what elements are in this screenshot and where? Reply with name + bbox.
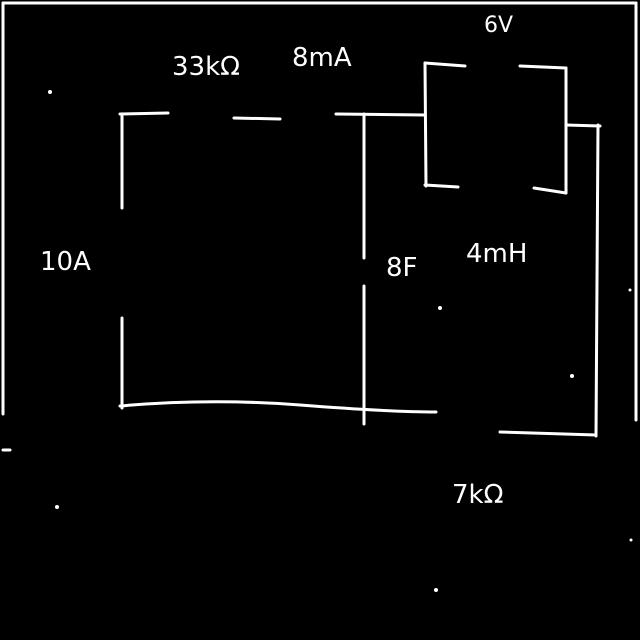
noise-specks [48, 90, 633, 592]
label-6v: 6V [484, 13, 513, 38]
top-wire [118, 111, 427, 121]
sheet-border [1, 1, 638, 452]
label-33k: 33kΩ [172, 52, 240, 82]
voltage-source-box [423, 61, 568, 195]
label-10a: 10A [40, 247, 91, 277]
bottom-wire [118, 400, 598, 437]
label-8ma: 8mA [292, 43, 352, 73]
label-7k: 7kΩ [452, 480, 503, 510]
label-8f: 8F [386, 253, 418, 283]
label-4mh: 4mH [466, 239, 527, 269]
right-branch [564, 123, 602, 438]
